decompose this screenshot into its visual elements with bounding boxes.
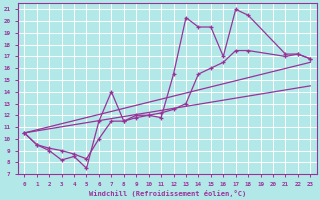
X-axis label: Windchill (Refroidissement éolien,°C): Windchill (Refroidissement éolien,°C) bbox=[89, 190, 246, 197]
